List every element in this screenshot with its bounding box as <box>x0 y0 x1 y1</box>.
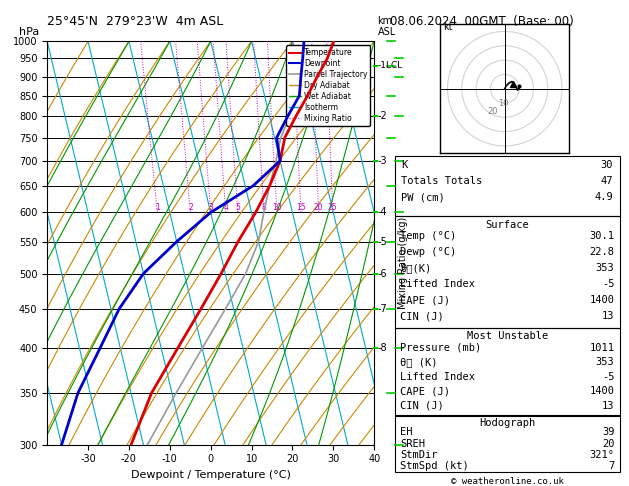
Text: 10: 10 <box>498 99 508 108</box>
Text: 20: 20 <box>487 107 498 117</box>
Text: 1400: 1400 <box>589 386 615 396</box>
Text: 8: 8 <box>262 204 267 212</box>
Text: 10: 10 <box>272 204 282 212</box>
Text: -5: -5 <box>602 372 615 382</box>
Text: 353: 353 <box>596 357 615 367</box>
Text: 30.1: 30.1 <box>589 231 615 241</box>
Legend: Temperature, Dewpoint, Parcel Trajectory, Dry Adiabat, Wet Adiabat, Isotherm, Mi: Temperature, Dewpoint, Parcel Trajectory… <box>286 45 370 126</box>
Text: -1LCL: -1LCL <box>377 61 403 70</box>
Text: K: K <box>401 160 408 171</box>
Text: PW (cm): PW (cm) <box>401 192 445 202</box>
Text: SREH: SREH <box>400 438 425 449</box>
Text: CIN (J): CIN (J) <box>400 311 444 321</box>
Text: Lifted Index: Lifted Index <box>400 372 475 382</box>
Text: 353: 353 <box>596 263 615 273</box>
Text: StmSpd (kt): StmSpd (kt) <box>400 461 469 471</box>
Text: Totals Totals: Totals Totals <box>401 176 482 186</box>
Text: 321°: 321° <box>589 450 615 460</box>
Text: 7: 7 <box>608 461 615 471</box>
Text: -7: -7 <box>377 304 387 314</box>
Text: -6: -6 <box>377 269 387 278</box>
Text: Most Unstable: Most Unstable <box>467 331 548 342</box>
Text: Mixing Ratio (g/kg): Mixing Ratio (g/kg) <box>398 217 408 309</box>
Text: Hodograph: Hodograph <box>479 418 535 429</box>
Text: 30: 30 <box>601 160 613 171</box>
Text: StmDir: StmDir <box>400 450 438 460</box>
Text: 1011: 1011 <box>589 343 615 353</box>
Text: Surface: Surface <box>486 220 529 230</box>
Text: 1: 1 <box>155 204 160 212</box>
Text: -2: -2 <box>377 111 387 121</box>
Text: EH: EH <box>400 427 413 437</box>
Text: -5: -5 <box>602 279 615 289</box>
Text: 1400: 1400 <box>589 295 615 305</box>
Text: θᴇ(K): θᴇ(K) <box>400 263 431 273</box>
Text: 47: 47 <box>601 176 613 186</box>
Text: CAPE (J): CAPE (J) <box>400 295 450 305</box>
Text: 2: 2 <box>188 204 192 212</box>
Text: kt: kt <box>443 22 453 32</box>
Text: θᴇ (K): θᴇ (K) <box>400 357 438 367</box>
Text: -5: -5 <box>377 237 387 246</box>
Text: Dewp (°C): Dewp (°C) <box>400 247 456 257</box>
Text: 4: 4 <box>223 204 228 212</box>
X-axis label: Dewpoint / Temperature (°C): Dewpoint / Temperature (°C) <box>131 470 291 480</box>
Text: -4: -4 <box>377 208 387 217</box>
Text: hPa: hPa <box>19 27 40 37</box>
Text: 39: 39 <box>602 427 615 437</box>
Text: CAPE (J): CAPE (J) <box>400 386 450 396</box>
Text: km
ASL: km ASL <box>377 16 396 37</box>
Text: 25°45'N  279°23'W  4m ASL: 25°45'N 279°23'W 4m ASL <box>47 15 223 28</box>
Text: Pressure (mb): Pressure (mb) <box>400 343 481 353</box>
Text: © weatheronline.co.uk: © weatheronline.co.uk <box>451 477 564 486</box>
Text: Temp (°C): Temp (°C) <box>400 231 456 241</box>
Text: 5: 5 <box>235 204 240 212</box>
Text: 25: 25 <box>328 204 338 212</box>
Text: 3: 3 <box>208 204 213 212</box>
Text: Lifted Index: Lifted Index <box>400 279 475 289</box>
Text: 22.8: 22.8 <box>589 247 615 257</box>
Text: 4.9: 4.9 <box>594 192 613 202</box>
Text: 20: 20 <box>602 438 615 449</box>
Text: 13: 13 <box>602 311 615 321</box>
Text: 20: 20 <box>314 204 323 212</box>
Text: CIN (J): CIN (J) <box>400 400 444 411</box>
Text: -8: -8 <box>377 343 387 353</box>
Text: 08.06.2024  00GMT  (Base: 00): 08.06.2024 00GMT (Base: 00) <box>390 15 574 28</box>
Text: 13: 13 <box>602 400 615 411</box>
Text: 15: 15 <box>296 204 306 212</box>
Text: -3: -3 <box>377 156 387 166</box>
